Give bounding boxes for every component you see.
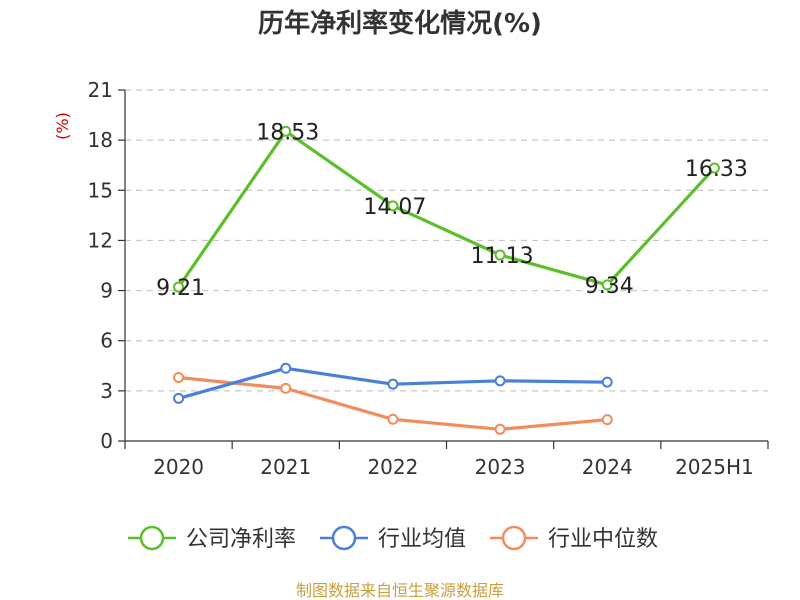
y-tick-label: 6: [100, 329, 113, 353]
x-tick-label: 2024: [582, 455, 633, 479]
data-point: [601, 279, 613, 291]
data-point: [387, 413, 399, 425]
legend-marker: [501, 525, 527, 551]
y-axis-unit-label: (%): [53, 112, 72, 140]
x-tick-label: 2021: [260, 455, 311, 479]
y-tick-label: 15: [88, 178, 113, 202]
chart-title: 历年净利率变化情况(%): [258, 8, 542, 39]
legend-marker: [139, 525, 165, 551]
series-1: [173, 125, 720, 293]
data-point: [173, 281, 185, 293]
axes: 0 3 6 9 12 15 18 21 2020 2021 2022 2023 2024 2025H1: [88, 78, 769, 479]
x-tick-label: 2022: [367, 455, 418, 479]
data-labels: 9.21 18.53 14.07 11.13 9.34 16.33: [156, 120, 748, 301]
data-label: 11.13: [471, 244, 534, 269]
data-point: [494, 249, 506, 261]
x-tick-label: 2025H1: [675, 455, 754, 479]
legend-item-3: 行业中位数: [490, 525, 658, 552]
legend: 公司净利率 行业均值 行业中位数: [128, 525, 658, 552]
data-point: [387, 200, 399, 212]
data-point: [494, 375, 506, 387]
legend-label: 公司净利率: [186, 527, 296, 552]
data-point: [173, 371, 185, 383]
data-point: [708, 162, 720, 174]
data-label: 9.34: [585, 274, 634, 299]
x-tick-label: 2023: [475, 455, 526, 479]
legend-marker: [331, 525, 357, 551]
y-tick-label: 18: [88, 128, 113, 152]
legend-label: 行业中位数: [548, 527, 658, 552]
data-label: 18.53: [256, 120, 319, 145]
data-label: 9.21: [156, 276, 205, 301]
y-tick-label: 12: [88, 228, 113, 252]
source-note: 制图数据来自恒生聚源数据库: [296, 581, 504, 600]
data-point: [280, 125, 292, 137]
series-line: [177, 129, 716, 289]
y-tick-label: 21: [88, 78, 113, 102]
y-tick-label: 9: [100, 279, 113, 303]
legend-label: 行业均值: [378, 527, 466, 552]
grid-lines: [125, 89, 768, 392]
series-2: [173, 362, 613, 404]
data-point: [601, 414, 613, 426]
data-point: [280, 362, 292, 374]
data-label: 16.33: [685, 157, 748, 182]
x-tick-label: 2020: [153, 455, 204, 479]
data-point: [387, 378, 399, 390]
legend-item-2: 行业均值: [320, 525, 466, 552]
legend-item-1: 公司净利率: [128, 525, 296, 552]
y-tick-label: 0: [100, 429, 113, 453]
data-point: [280, 382, 292, 394]
data-point: [494, 423, 506, 435]
series-lines: [173, 125, 720, 435]
series-3: [173, 371, 613, 435]
y-tick-label: 3: [100, 379, 113, 403]
data-point: [601, 376, 613, 388]
data-point: [173, 392, 185, 404]
data-label: 14.07: [363, 195, 426, 220]
